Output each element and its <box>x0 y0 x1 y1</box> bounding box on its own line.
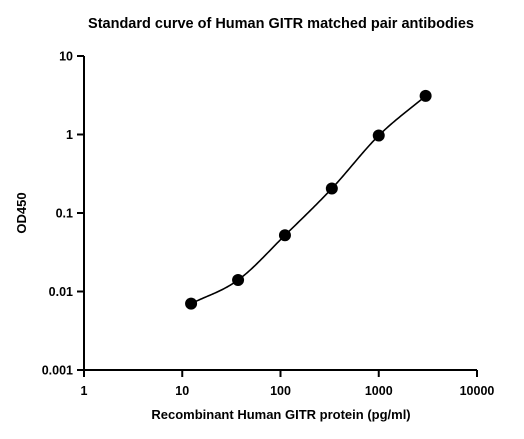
y-tick-label: 0.1 <box>56 207 73 221</box>
data-points <box>185 89 432 310</box>
x-tick-label: 100 <box>270 384 291 398</box>
fit-curve <box>190 95 427 305</box>
data-point <box>185 297 198 310</box>
data-point <box>372 129 385 142</box>
x-axis-label: Recombinant Human GITR protein (pg/ml) <box>151 407 410 422</box>
data-point <box>419 89 432 102</box>
y-axis-label: OD450 <box>14 192 29 233</box>
x-ticks: 1 10 100 1000 10000 <box>81 370 495 398</box>
x-tick-label: 10000 <box>460 384 495 398</box>
chart-title: Standard curve of Human GITR matched pai… <box>88 16 474 32</box>
data-point <box>325 182 338 195</box>
y-tick-label: 0.01 <box>49 285 73 299</box>
y-tick-label: 0.001 <box>42 364 73 378</box>
y-tick-label: 10 <box>59 50 73 64</box>
y-tick-label: 1 <box>66 128 73 142</box>
y-ticks: 0.001 0.01 0.1 1 10 <box>42 50 84 378</box>
data-point <box>232 274 245 287</box>
x-tick-label: 10 <box>175 384 189 398</box>
x-tick-label: 1000 <box>365 384 393 398</box>
data-point <box>278 229 291 242</box>
x-tick-label: 1 <box>81 384 88 398</box>
